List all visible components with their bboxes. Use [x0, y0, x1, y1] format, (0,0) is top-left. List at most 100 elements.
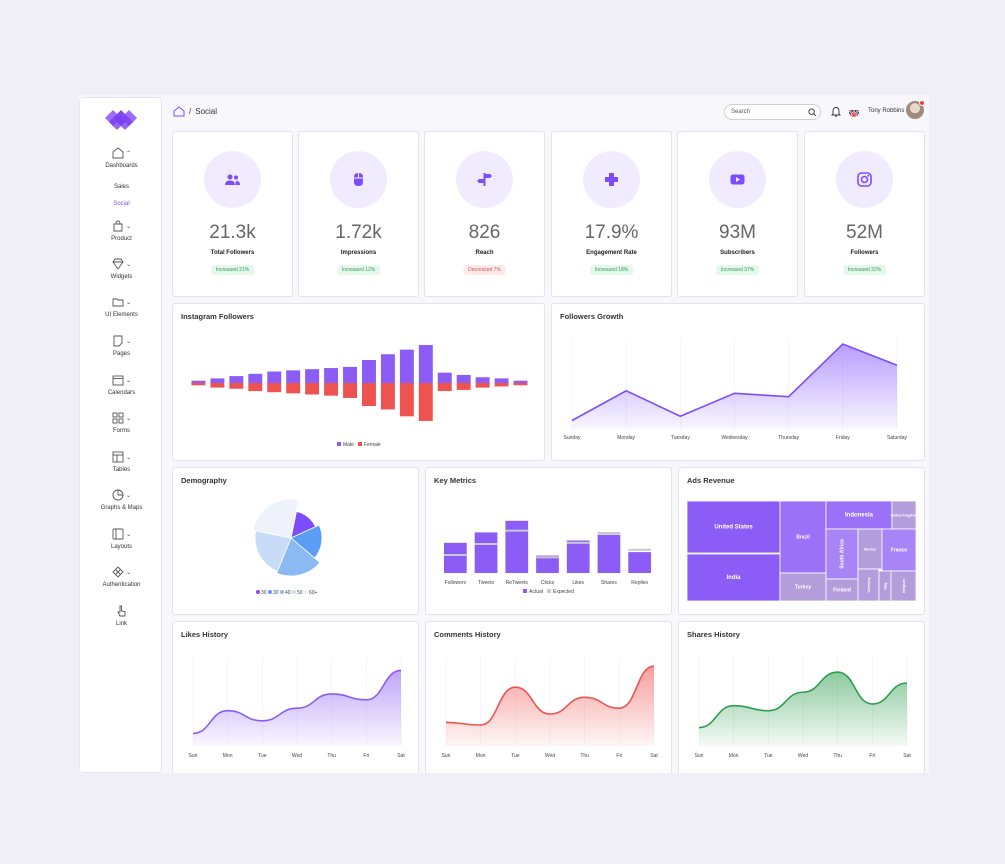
- sidebar-item-tables[interactable]: ⌄ Tables: [80, 450, 163, 473]
- chevron-icon: ⌄: [125, 454, 132, 461]
- bar-male[interactable]: [210, 378, 225, 383]
- bar-male[interactable]: [494, 378, 509, 383]
- stat-icon-circle: [583, 151, 640, 208]
- bar-actual[interactable]: [566, 540, 590, 573]
- bar-actual[interactable]: [628, 552, 651, 573]
- treemap-cell[interactable]: [779, 500, 827, 574]
- bar-male[interactable]: [437, 372, 452, 383]
- bar-female[interactable]: [343, 383, 357, 398]
- bar-male[interactable]: [343, 366, 357, 383]
- chevron-icon: ⌄: [125, 415, 132, 422]
- stat-label: Subscribers: [720, 250, 755, 256]
- bar-female[interactable]: [494, 383, 509, 387]
- bar-female[interactable]: [437, 383, 452, 392]
- bar-female[interactable]: [210, 383, 225, 388]
- bar-male[interactable]: [362, 360, 376, 383]
- user-name[interactable]: Tony Robbins: [868, 108, 905, 114]
- search-icon[interactable]: [808, 108, 817, 117]
- sidebar-item-dashboards[interactable]: ⌃ Dashboards: [80, 146, 163, 169]
- bar-female[interactable]: [324, 383, 339, 396]
- sidebar-item-graphs-maps[interactable]: ⌄ Graphs & Maps: [80, 488, 163, 511]
- bar-male[interactable]: [475, 377, 490, 383]
- bar-female[interactable]: [456, 383, 471, 390]
- sidebar-item-calendars[interactable]: ⌄ Calendars: [80, 373, 163, 396]
- pie-slice[interactable]: [252, 498, 300, 539]
- sidebar-item-widgets[interactable]: ⌄ Widgets: [80, 257, 163, 280]
- search-input[interactable]: Search: [724, 104, 821, 120]
- avatar[interactable]: [906, 100, 925, 119]
- sidebar-subitem-sales[interactable]: Sales: [113, 184, 129, 190]
- folder-icon: [112, 298, 124, 307]
- bar-actual[interactable]: [474, 532, 498, 573]
- series-line[interactable]: [698, 671, 908, 729]
- sidebar-item-pages[interactable]: ⌄ Pages: [80, 334, 163, 357]
- bar-female[interactable]: [418, 383, 433, 421]
- sidebar-item-link[interactable]: Link: [80, 604, 163, 627]
- sidebar-item-authentication[interactable]: ⌄ Authentication: [80, 565, 163, 588]
- bar-male[interactable]: [399, 349, 414, 383]
- treemap-cell[interactable]: [890, 570, 917, 602]
- sidebar: ⌃ Dashboards ⌄ Product ⌄ Widgets ⌄ UI Elements ⌄…: [79, 97, 162, 773]
- bar-male[interactable]: [456, 374, 471, 383]
- bar-actual[interactable]: [597, 534, 621, 573]
- comments-history-chart: Sun Mon Tue Wed Thu Fri Sat: [442, 657, 658, 759]
- bar-female[interactable]: [286, 383, 301, 394]
- bar-female[interactable]: [229, 383, 244, 389]
- sidebar-item-product[interactable]: ⌄ Product: [80, 219, 163, 242]
- bar-male[interactable]: [267, 371, 282, 384]
- breadcrumb-page: Social: [195, 107, 218, 116]
- bar-female[interactable]: [513, 383, 528, 386]
- area-fill: [699, 672, 907, 746]
- bar-male[interactable]: [248, 373, 263, 383]
- treemap-cell[interactable]: [686, 553, 781, 602]
- bar-male[interactable]: [418, 345, 433, 383]
- sidebar-item-forms[interactable]: ⌄ Forms: [80, 411, 163, 434]
- bell-icon[interactable]: [831, 106, 841, 117]
- x-tick-label: Thu: [580, 753, 589, 759]
- bar-female[interactable]: [305, 383, 320, 395]
- bar-male[interactable]: [380, 354, 395, 383]
- bar-actual[interactable]: [536, 555, 559, 573]
- sidebar-subitem-social[interactable]: Social: [113, 201, 130, 207]
- treemap-label: Turkey: [795, 585, 811, 591]
- bar-female[interactable]: [475, 383, 490, 388]
- sidebar-item-label: Tables: [112, 467, 131, 473]
- bar-actual[interactable]: [444, 542, 467, 573]
- bar-female[interactable]: [267, 383, 282, 393]
- treemap-cell[interactable]: [881, 528, 917, 572]
- series-line[interactable]: [571, 343, 898, 422]
- x-tick-label: Saturday: [887, 435, 908, 441]
- bar-male[interactable]: [229, 376, 244, 383]
- bar-female[interactable]: [248, 383, 263, 392]
- bar-female[interactable]: [362, 383, 376, 406]
- trend-badge: Increased 12%: [336, 265, 381, 275]
- series-line[interactable]: [192, 669, 402, 735]
- bar-male[interactable]: [513, 380, 528, 383]
- bar-female[interactable]: [191, 383, 206, 386]
- treemap-label: Belgium: [902, 579, 906, 593]
- top-bar: / Social Search Tony Robbins: [171, 100, 929, 123]
- treemap-cell[interactable]: [779, 572, 827, 602]
- expected-marker: [474, 543, 498, 545]
- bar-male[interactable]: [305, 369, 320, 383]
- page-icon: [113, 335, 123, 347]
- search-placeholder: Search: [731, 109, 751, 115]
- pie-slice[interactable]: [254, 530, 292, 572]
- bar-male[interactable]: [191, 380, 206, 383]
- home-icon[interactable]: [173, 106, 185, 117]
- app-frame: ⌃ Dashboards ⌄ Product ⌄ Widgets ⌄ UI Elements ⌄…: [79, 95, 929, 773]
- bar-female[interactable]: [399, 383, 414, 417]
- legend-label: 60+: [309, 590, 318, 596]
- bar-male[interactable]: [286, 370, 301, 383]
- x-tick-label: Thu: [833, 753, 842, 759]
- bar-male[interactable]: [324, 368, 339, 383]
- uk-flag-icon[interactable]: [849, 107, 859, 117]
- sidebar-item-ui-elements[interactable]: ⌄ UI Elements: [80, 295, 163, 318]
- series-line[interactable]: [445, 665, 655, 726]
- stat-value: 52M: [846, 222, 883, 243]
- x-tick-label: Clicks: [541, 580, 555, 586]
- bar-actual[interactable]: [505, 520, 529, 573]
- bar-female[interactable]: [380, 383, 395, 410]
- logo[interactable]: [105, 110, 137, 135]
- sidebar-item-layouts[interactable]: ⌄ Layouts: [80, 527, 163, 550]
